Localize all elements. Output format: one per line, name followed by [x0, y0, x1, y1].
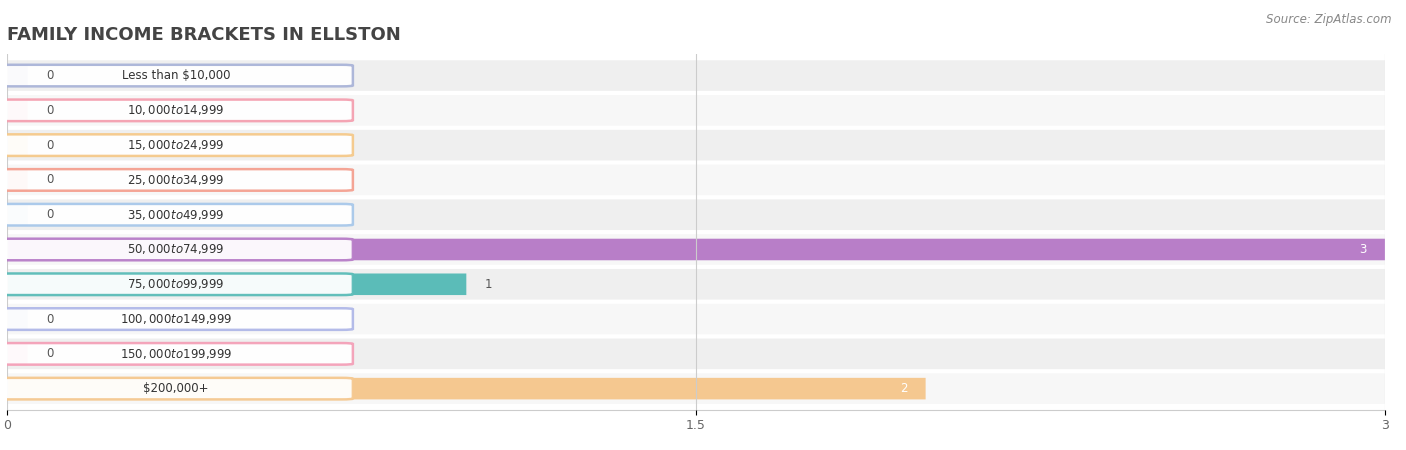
Text: FAMILY INCOME BRACKETS IN ELLSTON: FAMILY INCOME BRACKETS IN ELLSTON: [7, 26, 401, 44]
FancyBboxPatch shape: [0, 204, 353, 225]
Text: $10,000 to $14,999: $10,000 to $14,999: [128, 104, 225, 117]
FancyBboxPatch shape: [0, 343, 353, 364]
FancyBboxPatch shape: [7, 378, 925, 400]
Text: $25,000 to $34,999: $25,000 to $34,999: [128, 173, 225, 187]
FancyBboxPatch shape: [7, 234, 1385, 265]
FancyBboxPatch shape: [7, 95, 1385, 126]
FancyBboxPatch shape: [7, 308, 28, 330]
Text: 0: 0: [46, 313, 53, 325]
FancyBboxPatch shape: [7, 65, 28, 86]
FancyBboxPatch shape: [0, 238, 353, 260]
Text: $200,000+: $200,000+: [143, 382, 209, 395]
FancyBboxPatch shape: [0, 65, 353, 86]
Text: Source: ZipAtlas.com: Source: ZipAtlas.com: [1267, 14, 1392, 27]
Text: 3: 3: [1360, 243, 1367, 256]
FancyBboxPatch shape: [7, 274, 467, 295]
FancyBboxPatch shape: [7, 165, 1385, 195]
FancyBboxPatch shape: [7, 304, 1385, 334]
Text: $75,000 to $99,999: $75,000 to $99,999: [128, 277, 225, 291]
Text: 0: 0: [46, 69, 53, 82]
Text: 0: 0: [46, 139, 53, 152]
FancyBboxPatch shape: [7, 169, 28, 191]
FancyBboxPatch shape: [7, 204, 28, 225]
FancyBboxPatch shape: [0, 274, 353, 295]
Text: $50,000 to $74,999: $50,000 to $74,999: [128, 243, 225, 256]
FancyBboxPatch shape: [0, 378, 353, 400]
FancyBboxPatch shape: [7, 343, 28, 364]
FancyBboxPatch shape: [7, 238, 1385, 260]
FancyBboxPatch shape: [7, 99, 28, 121]
Text: 2: 2: [900, 382, 907, 395]
Text: $15,000 to $24,999: $15,000 to $24,999: [128, 138, 225, 152]
FancyBboxPatch shape: [7, 130, 1385, 161]
FancyBboxPatch shape: [7, 60, 1385, 91]
FancyBboxPatch shape: [7, 374, 1385, 404]
FancyBboxPatch shape: [0, 169, 353, 191]
FancyBboxPatch shape: [7, 338, 1385, 369]
Text: 0: 0: [46, 104, 53, 117]
Text: 0: 0: [46, 347, 53, 360]
FancyBboxPatch shape: [0, 135, 353, 156]
Text: 0: 0: [46, 173, 53, 186]
Text: $150,000 to $199,999: $150,000 to $199,999: [120, 347, 232, 361]
FancyBboxPatch shape: [7, 269, 1385, 300]
FancyBboxPatch shape: [0, 99, 353, 121]
FancyBboxPatch shape: [7, 135, 28, 156]
FancyBboxPatch shape: [7, 199, 1385, 230]
Text: Less than $10,000: Less than $10,000: [122, 69, 231, 82]
Text: 1: 1: [485, 278, 492, 291]
Text: $35,000 to $49,999: $35,000 to $49,999: [128, 208, 225, 222]
FancyBboxPatch shape: [0, 308, 353, 330]
Text: 0: 0: [46, 208, 53, 221]
Text: $100,000 to $149,999: $100,000 to $149,999: [120, 312, 232, 326]
